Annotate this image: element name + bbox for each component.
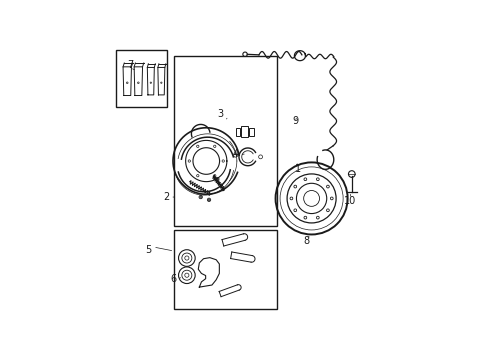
- Text: 3: 3: [217, 109, 223, 119]
- Bar: [116, 50, 167, 107]
- Bar: [174, 56, 276, 226]
- Text: 1: 1: [294, 164, 300, 174]
- Bar: [248, 128, 253, 136]
- Bar: [235, 128, 240, 136]
- Text: 7: 7: [127, 60, 133, 70]
- Text: 10: 10: [344, 196, 356, 206]
- Text: 2: 2: [163, 192, 169, 202]
- Bar: [174, 230, 276, 309]
- Text: 5: 5: [144, 245, 151, 255]
- Bar: [241, 126, 247, 138]
- Text: 4: 4: [232, 149, 238, 159]
- Text: 6: 6: [170, 274, 176, 284]
- Text: 9: 9: [291, 116, 297, 126]
- Text: 8: 8: [303, 237, 308, 246]
